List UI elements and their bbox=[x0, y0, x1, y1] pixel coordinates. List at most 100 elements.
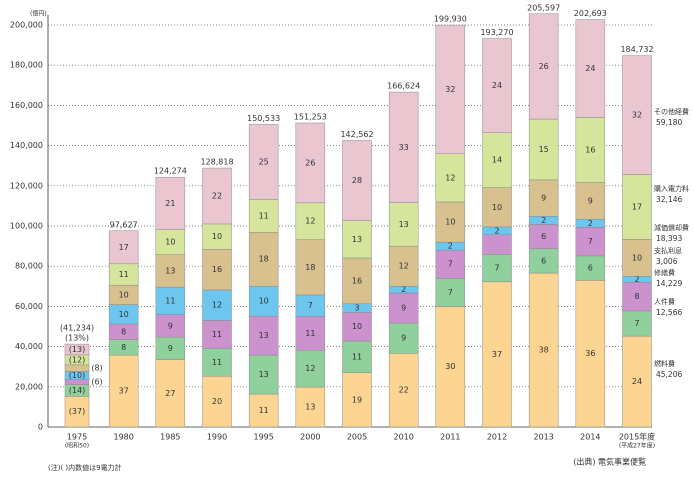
bar-segment bbox=[155, 229, 186, 255]
bar-segment bbox=[622, 55, 652, 175]
bar-segment bbox=[108, 354, 139, 428]
segment-label: 10 bbox=[259, 297, 269, 306]
bar-segment bbox=[64, 379, 90, 385]
segment-label: 18 bbox=[259, 255, 269, 264]
bar-segment bbox=[435, 278, 466, 307]
x-tick-sublabel: (昭和50) bbox=[65, 442, 89, 450]
segment-label: 9 bbox=[588, 196, 593, 205]
segment-label: 10 bbox=[212, 232, 222, 241]
segment-label: 16 bbox=[352, 276, 362, 285]
bar-segment bbox=[64, 364, 90, 372]
bar-segment bbox=[295, 122, 326, 204]
bar-segment bbox=[64, 396, 90, 428]
segment-label: 12 bbox=[399, 262, 409, 271]
bar-segment bbox=[342, 312, 372, 342]
total-label: 202,693 bbox=[574, 9, 607, 18]
segment-label: (10) bbox=[69, 371, 85, 380]
segment-label: 32 bbox=[632, 111, 642, 120]
segment-label: 30 bbox=[445, 362, 455, 371]
bar-segment bbox=[622, 282, 652, 312]
x-tick-label: 2000 bbox=[300, 433, 320, 442]
bar-segment bbox=[155, 176, 186, 230]
bar-segment bbox=[108, 230, 139, 265]
bar-segment bbox=[575, 117, 606, 183]
segment-label: 2 bbox=[634, 275, 639, 284]
segment-label: 12 bbox=[305, 217, 315, 226]
segment-label: 14 bbox=[492, 156, 502, 165]
y-tick-label: 40,000 bbox=[15, 342, 43, 351]
bar-segment bbox=[202, 167, 232, 225]
series-amount: 3,006 bbox=[656, 257, 678, 266]
bar-segment bbox=[482, 187, 512, 228]
bar-segment bbox=[248, 285, 279, 317]
segment-label: 10 bbox=[165, 238, 175, 247]
y-tick-label: 200,000 bbox=[10, 21, 43, 30]
segment-label: 9 bbox=[541, 194, 546, 203]
bar-segment bbox=[575, 255, 606, 281]
series-amount: 45,206 bbox=[656, 370, 682, 379]
bar-segment bbox=[342, 372, 372, 428]
segment-label: 28 bbox=[352, 176, 362, 185]
segment-label: 12 bbox=[212, 301, 222, 310]
source: (出典) 電気事業便覧 bbox=[573, 457, 646, 467]
series-name: 人件費 bbox=[654, 297, 675, 306]
segment-label: 18 bbox=[305, 263, 315, 272]
segment-label: 24 bbox=[492, 81, 502, 90]
segment-label: 22 bbox=[212, 192, 222, 201]
total-label: (41,234) bbox=[60, 324, 94, 333]
segment-label: 13 bbox=[305, 403, 315, 412]
segment-label: 7 bbox=[448, 260, 453, 269]
series-name: 購入電力料 bbox=[654, 184, 689, 193]
segment-label: 13 bbox=[259, 370, 269, 379]
bar-segment bbox=[575, 280, 606, 428]
bar-segment bbox=[528, 13, 559, 120]
segment-label: (8) bbox=[91, 364, 102, 373]
segment-label: 11 bbox=[212, 330, 222, 339]
segment-label: 9 bbox=[401, 304, 406, 313]
bar-segment bbox=[528, 272, 559, 428]
bar-segment bbox=[622, 239, 652, 277]
segment-label: 8 bbox=[634, 292, 639, 301]
bar-segment bbox=[388, 292, 419, 324]
segment-label: 38 bbox=[539, 346, 549, 355]
x-tick-label: 2013 bbox=[533, 433, 553, 442]
series-name: 減価償却費 bbox=[654, 223, 689, 232]
segment-label: 33 bbox=[399, 143, 409, 152]
total-label: 142,562 bbox=[340, 130, 373, 139]
bar-segment bbox=[622, 310, 652, 337]
segment-label: 11 bbox=[119, 270, 129, 279]
segment-label: (14) bbox=[69, 386, 85, 395]
total-label: 97,627 bbox=[110, 220, 138, 229]
segment-label: 8 bbox=[121, 343, 126, 352]
total-label: 150,533 bbox=[247, 114, 280, 123]
segment-label: 8 bbox=[121, 327, 126, 336]
segment-label: 11 bbox=[352, 352, 362, 361]
bar-segment bbox=[64, 343, 90, 356]
segment-label: 13 bbox=[165, 266, 175, 275]
bar-segment bbox=[342, 340, 372, 373]
bar-segment bbox=[528, 224, 559, 249]
total-label: 184,732 bbox=[620, 45, 653, 54]
bar-segment bbox=[435, 249, 466, 279]
bar-segment bbox=[482, 281, 512, 428]
segment-label: 12 bbox=[445, 173, 455, 182]
y-tick-label: 0 bbox=[38, 423, 43, 432]
segment-label: 2 bbox=[541, 216, 546, 225]
bar-segment bbox=[388, 353, 419, 428]
segment-label: 7 bbox=[308, 301, 313, 310]
bar-segment bbox=[482, 234, 512, 255]
bar-segment bbox=[248, 199, 279, 233]
segment-label: 26 bbox=[305, 158, 315, 167]
bar-segment bbox=[482, 132, 512, 188]
series-name: その他経費 bbox=[654, 107, 689, 116]
segment-label: 2 bbox=[448, 242, 453, 251]
total-label: 124,274 bbox=[154, 167, 187, 176]
total-label: 151,253 bbox=[294, 112, 327, 121]
bar-segment bbox=[202, 223, 232, 250]
x-tick-label: 1980 bbox=[113, 433, 133, 442]
segment-label: 10 bbox=[492, 203, 502, 212]
segment-label: 7 bbox=[634, 319, 639, 328]
segment-label: 26 bbox=[539, 62, 549, 71]
segment-label: 10 bbox=[352, 322, 362, 331]
bar-segment bbox=[528, 118, 559, 181]
